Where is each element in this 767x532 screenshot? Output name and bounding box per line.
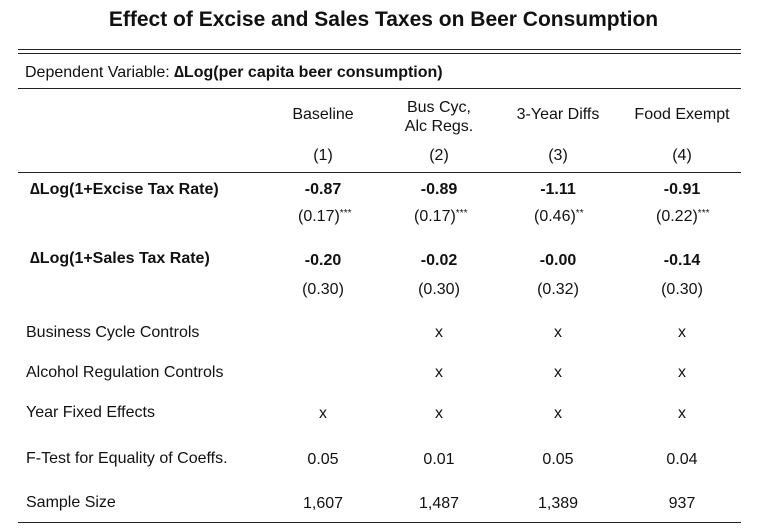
- ftest-1: 0.05: [307, 451, 339, 468]
- excise-stars-2: ***: [455, 208, 468, 219]
- body-rule: [18, 172, 741, 173]
- sample-size-1: 1,607: [302, 495, 344, 512]
- column-header-3: 3-Year Diffs: [501, 105, 615, 124]
- excise-se-4-value: (0.22): [656, 208, 698, 225]
- alcohol-regulation-4: x: [678, 364, 686, 381]
- row-label-year-fe: Year Fixed Effects: [26, 404, 155, 421]
- excise-se-2: (0.17)***: [414, 208, 467, 226]
- excise-stars-3: **: [575, 208, 584, 219]
- sales-se-3: (0.32): [537, 281, 579, 298]
- dependent-variable-label: Dependent Variable:: [25, 64, 175, 81]
- ftest-3: 0.05: [542, 451, 574, 468]
- excise-se-1: (0.17)***: [298, 208, 351, 226]
- excise-coef-3: -1.11: [540, 181, 576, 198]
- alcohol-regulation-2: x: [435, 364, 443, 381]
- column-number-4: (4): [672, 147, 692, 164]
- column-header-4-line1: Food Exempt: [634, 106, 730, 123]
- column-number-3: (3): [548, 147, 568, 164]
- sales-coef-3: -0.00: [539, 252, 577, 269]
- dependent-variable-value: ∆Log(per capita beer consumption): [174, 64, 443, 81]
- column-header-2-line1: Bus Cyc,: [406, 99, 471, 116]
- row-label-sample-size: Sample Size: [26, 494, 116, 511]
- excise-coef-1: -0.87: [304, 181, 342, 198]
- year-fe-3: x: [554, 405, 562, 422]
- row-label-alcohol-regulation: Alcohol Regulation Controls: [26, 364, 224, 381]
- table-title: Effect of Excise and Sales Taxes on Beer…: [108, 8, 659, 31]
- column-number-2: (2): [429, 147, 449, 164]
- column-number-1: (1): [313, 147, 333, 164]
- row-label-business-cycle: Business Cycle Controls: [26, 324, 200, 341]
- sales-coef-2: -0.02: [420, 252, 458, 269]
- sales-se-4: (0.30): [661, 281, 703, 298]
- column-header-2: Bus Cyc, Alc Regs.: [384, 98, 494, 136]
- excise-stars-4: ***: [697, 208, 710, 219]
- column-header-3-line1: 3-Year Diffs: [516, 106, 600, 123]
- row-label-ftest: F-Test for Equality of Coeffs.: [26, 450, 228, 467]
- alcohol-regulation-3: x: [554, 364, 562, 381]
- excise-se-3: (0.46)**: [534, 208, 584, 226]
- excise-stars-1: ***: [339, 208, 352, 219]
- business-cycle-4: x: [678, 324, 686, 341]
- excise-se-1-value: (0.17): [298, 208, 340, 225]
- sales-coef-4: -0.14: [663, 252, 701, 269]
- business-cycle-3: x: [554, 324, 562, 341]
- business-cycle-2: x: [435, 324, 443, 341]
- sample-size-3: 1,389: [537, 495, 579, 512]
- column-header-1: Baseline: [268, 105, 378, 124]
- column-header-2-line2: Alc Regs.: [404, 118, 474, 135]
- sales-se-2: (0.30): [418, 281, 460, 298]
- year-fe-1: x: [319, 405, 327, 422]
- excise-coef-2: -0.89: [420, 181, 458, 198]
- excise-se-4: (0.22)***: [656, 208, 709, 226]
- top-rule-1: [18, 49, 741, 50]
- year-fe-4: x: [678, 405, 686, 422]
- year-fe-2: x: [435, 405, 443, 422]
- row-label-sales: ∆Log(1+Sales Tax Rate): [30, 250, 210, 267]
- header-rule: [18, 88, 741, 89]
- column-header-4: Food Exempt: [622, 105, 742, 124]
- sample-size-2: 1,487: [418, 495, 460, 512]
- excise-coef-4: -0.91: [663, 181, 701, 198]
- ftest-2: 0.01: [423, 451, 455, 468]
- column-header-1-line1: Baseline: [292, 106, 354, 123]
- dependent-variable: Dependent Variable: ∆Log(per capita beer…: [25, 64, 443, 82]
- ftest-4: 0.04: [666, 451, 698, 468]
- excise-se-3-value: (0.46): [534, 208, 576, 225]
- sample-size-4: 937: [668, 495, 696, 512]
- sales-coef-1: -0.20: [304, 252, 342, 269]
- bottom-rule: [18, 522, 741, 523]
- excise-se-2-value: (0.17): [414, 208, 456, 225]
- row-label-excise: ∆Log(1+Excise Tax Rate): [30, 181, 219, 198]
- top-rule-2: [18, 53, 741, 54]
- sales-se-1: (0.30): [302, 281, 344, 298]
